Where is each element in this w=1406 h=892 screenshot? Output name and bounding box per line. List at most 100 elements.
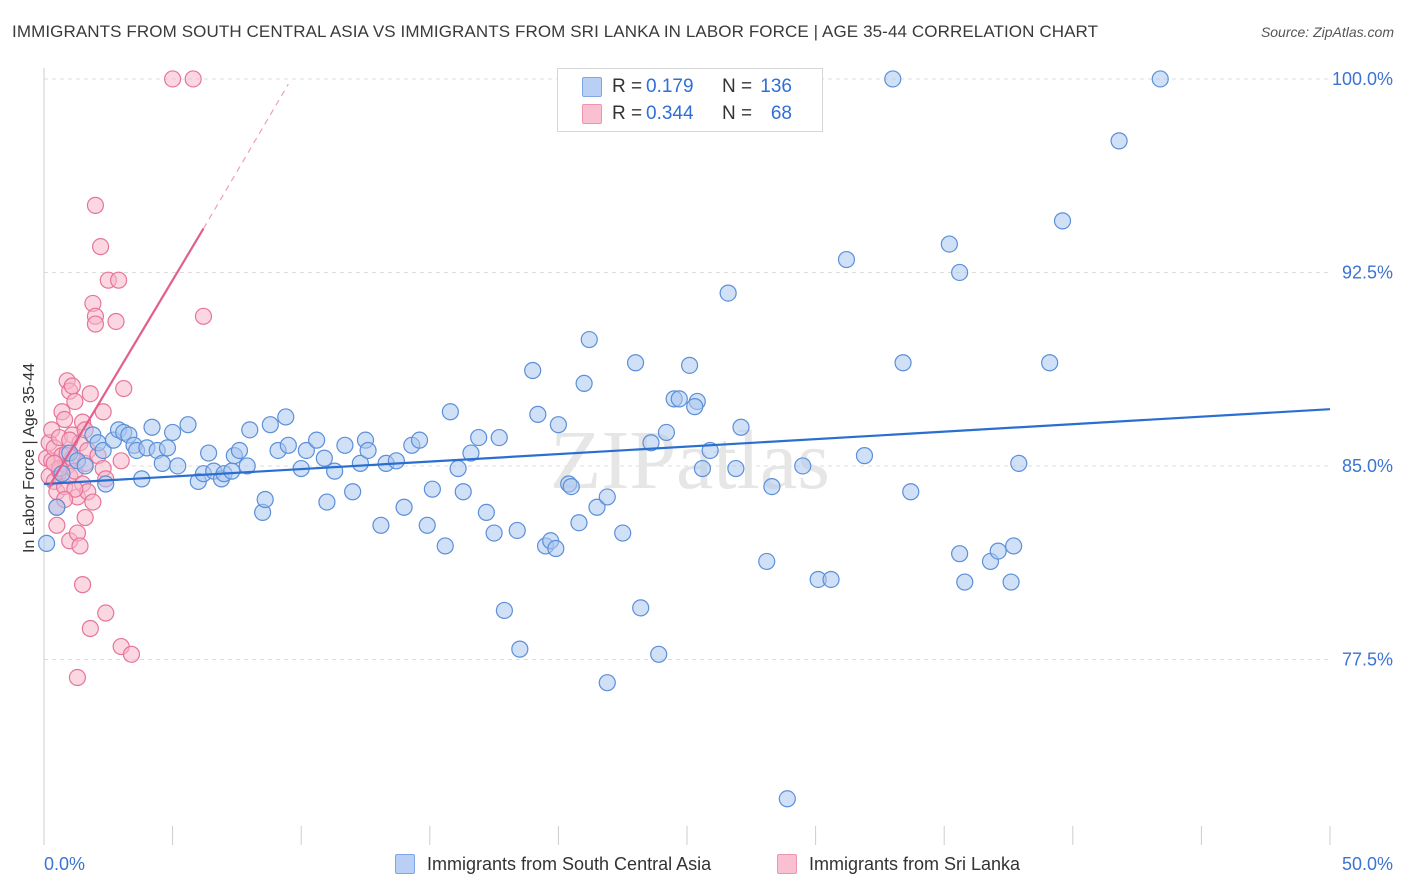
south-central-asia-point xyxy=(153,454,171,472)
south-central-asia-point xyxy=(418,516,436,534)
south-central-asia-point xyxy=(462,444,480,462)
legend-r-label: R = xyxy=(612,103,643,124)
sri-lanka-point xyxy=(63,377,81,395)
legend-n-value: 68 xyxy=(770,103,792,124)
sri-lanka-point xyxy=(122,645,141,663)
sri-lanka-point xyxy=(81,619,99,638)
legend-row-sri-lanka: R = 0.344 N = 68 xyxy=(582,103,792,125)
correlation-legend: R = 0.179 N = 136 R = 0.344 N = 68 xyxy=(557,68,823,132)
legend-r-value: 0.344 xyxy=(646,103,694,124)
legend-swatch-pink xyxy=(777,854,797,874)
south-central-asia-point xyxy=(261,416,279,434)
south-central-asia-point xyxy=(650,645,668,663)
sri-lanka-point xyxy=(68,668,87,687)
x-tick-label: 0.0% xyxy=(44,854,85,874)
trend-line-south-central-asia xyxy=(43,408,1331,486)
south-central-asia-point xyxy=(758,552,776,571)
south-central-asia-point xyxy=(1151,70,1169,88)
south-central-asia-point xyxy=(822,570,840,589)
south-central-asia-point xyxy=(297,441,315,460)
south-central-asia-point xyxy=(1041,354,1059,372)
south-central-asia-point xyxy=(547,539,565,558)
south-central-asia-point xyxy=(511,640,529,658)
south-central-asia-point xyxy=(884,70,902,88)
south-central-asia-point xyxy=(495,601,513,620)
south-central-asia-point xyxy=(277,408,295,426)
x-tick-label: 50.0% xyxy=(1342,854,1393,874)
legend-item-south-central-asia[interactable]: Immigrants from South Central Asia xyxy=(395,852,711,876)
source-label: Source: ZipAtlas.com xyxy=(1260,24,1394,40)
south-central-asia-point xyxy=(200,444,218,462)
south-central-asia-point xyxy=(989,542,1007,560)
south-central-asia-point xyxy=(315,449,333,467)
south-central-asia-point xyxy=(436,537,454,555)
south-central-asia-point xyxy=(97,475,115,493)
south-central-asia-point xyxy=(477,503,495,522)
south-central-asia-point xyxy=(642,434,660,452)
sri-lanka-point xyxy=(86,315,105,333)
south-central-asia-point xyxy=(179,416,197,434)
south-central-asia-point xyxy=(256,490,274,509)
south-central-asia-point xyxy=(485,524,503,542)
south-central-asia-point xyxy=(470,428,488,447)
south-central-asia-point xyxy=(308,431,326,449)
south-central-asia-point xyxy=(632,599,650,617)
sri-lanka-point xyxy=(73,576,92,594)
south-central-asia-point xyxy=(614,524,632,542)
south-central-asia-point xyxy=(372,516,390,534)
sri-lanka-point xyxy=(107,312,125,331)
south-central-asia-point xyxy=(693,459,712,478)
south-central-asia-point xyxy=(241,421,259,439)
sri-lanka-point xyxy=(55,410,74,429)
legend-n-value: 136 xyxy=(760,76,792,97)
south-central-asia-point xyxy=(657,423,676,442)
sri-lanka-point xyxy=(164,70,182,88)
legend-swatch-blue xyxy=(395,854,415,874)
south-central-asia-point xyxy=(164,423,182,442)
trend-lines xyxy=(43,83,1331,488)
south-central-asia-point xyxy=(562,478,580,496)
south-central-asia-point xyxy=(575,374,593,392)
south-central-asia-point xyxy=(454,483,472,501)
sri-lanka-point xyxy=(86,196,105,214)
south-central-asia-point xyxy=(1005,537,1023,555)
south-central-asia-point xyxy=(223,462,241,480)
legend-item-sri-lanka[interactable]: Immigrants from Sri Lanka xyxy=(777,852,1020,876)
chart-title: IMMIGRANTS FROM SOUTH CENTRAL ASIA VS IM… xyxy=(12,22,1099,41)
legend-n-label: N = xyxy=(722,103,753,124)
south-central-asia-point xyxy=(1110,132,1128,150)
sri-lanka-point xyxy=(109,271,128,289)
south-central-asia-point xyxy=(37,534,56,552)
south-central-asia-point xyxy=(894,354,912,372)
y-tick-label: 100.0% xyxy=(1332,69,1393,89)
south-central-asia-point xyxy=(344,483,362,501)
south-central-asia-point xyxy=(670,390,688,408)
y-tick-label: 85.0% xyxy=(1342,456,1393,476)
south-central-asia-point xyxy=(94,441,112,460)
sri-lanka-point xyxy=(81,385,99,403)
south-central-asia-point xyxy=(598,674,616,692)
sri-lanka-point xyxy=(66,392,84,411)
south-central-asia-point xyxy=(449,459,467,478)
south-central-asia-point xyxy=(732,418,750,436)
south-central-asia-point xyxy=(238,457,256,475)
sri-lanka-point xyxy=(84,493,102,511)
south-central-asia-point xyxy=(326,462,344,480)
south-central-asia-point xyxy=(279,436,297,454)
south-central-asia-point xyxy=(686,398,704,416)
south-central-asia-point xyxy=(1053,212,1072,230)
south-central-asia-point xyxy=(680,356,699,374)
south-central-asia-point xyxy=(1002,573,1020,591)
south-central-asia-point xyxy=(837,250,856,269)
legend-swatch-blue xyxy=(582,77,602,97)
south-central-asia-point xyxy=(48,498,66,516)
south-central-asia-point xyxy=(940,235,958,253)
watermark: ZIPatlas xyxy=(550,414,830,507)
south-central-asia-point xyxy=(359,441,377,460)
sri-lanka-point xyxy=(115,379,133,398)
legend-r-value: 0.179 xyxy=(646,76,694,97)
south-central-asia-point xyxy=(951,263,969,282)
sri-lanka-point xyxy=(48,516,66,534)
sri-lanka-point xyxy=(112,452,130,470)
south-central-asia-point xyxy=(76,457,94,475)
